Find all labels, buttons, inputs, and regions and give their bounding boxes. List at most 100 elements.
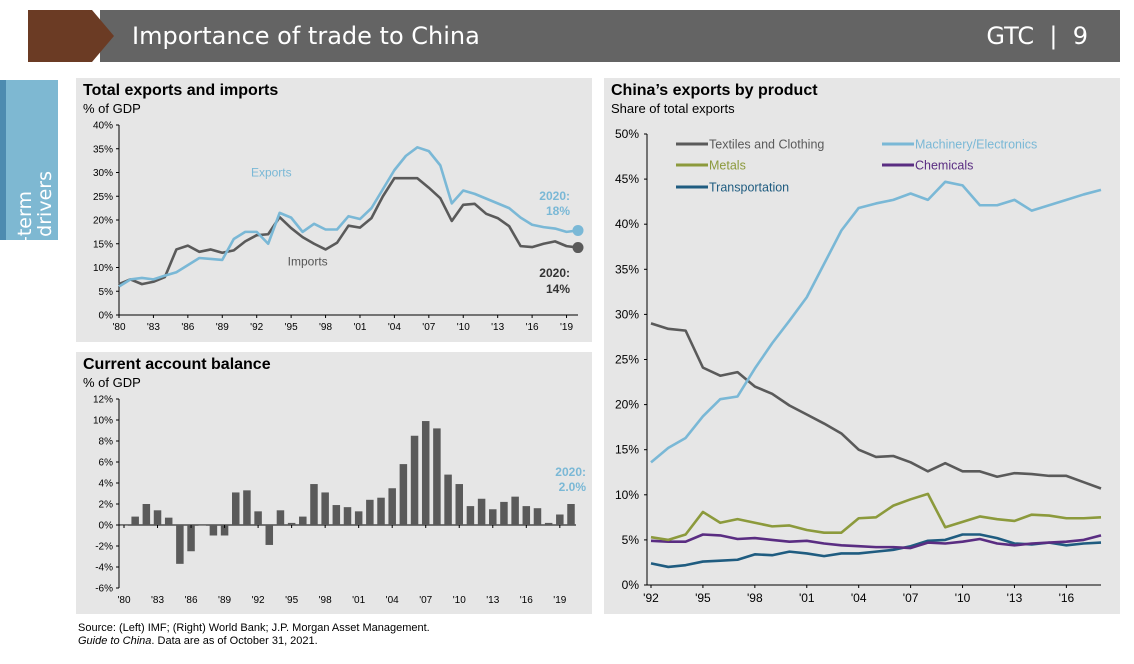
x-tick-label: '13 bbox=[1007, 591, 1023, 605]
y-tick-label: 0% bbox=[622, 578, 640, 592]
bar bbox=[388, 488, 396, 525]
page-title: Importance of trade to China bbox=[132, 22, 480, 50]
y-tick-label: 4% bbox=[99, 479, 114, 490]
metals-line bbox=[650, 492, 1102, 542]
x-tick-label: '04 bbox=[851, 591, 867, 605]
bar bbox=[455, 484, 463, 525]
bar bbox=[522, 506, 531, 525]
bar bbox=[153, 510, 162, 525]
x-tick-label: '83 bbox=[147, 322, 160, 333]
chevron-arrow-icon bbox=[92, 10, 114, 62]
x-tick-label: '98 bbox=[747, 591, 763, 605]
x-tick-label: '80 bbox=[117, 595, 130, 606]
imports-end-label-2: 14% bbox=[546, 282, 570, 296]
side-section-label: Long-term growth drivers bbox=[14, 171, 56, 309]
x-tick-label: '86 bbox=[185, 595, 198, 606]
source-date: . Data are as of October 31, 2021. bbox=[151, 635, 318, 647]
bar bbox=[310, 484, 318, 525]
exports-line bbox=[118, 146, 579, 288]
end-value-label-1: 2020: bbox=[555, 465, 586, 479]
y-tick-label: 25% bbox=[93, 192, 113, 203]
x-tick-label: '19 bbox=[553, 595, 566, 606]
header-bar: Importance of trade to China GTC | 9 bbox=[0, 0, 1134, 62]
x-tick-label: '07 bbox=[419, 595, 432, 606]
bar bbox=[243, 490, 251, 525]
bar bbox=[265, 525, 274, 545]
transportation-line bbox=[650, 533, 1102, 569]
textiles-line bbox=[650, 322, 1102, 490]
exports-end-label-1: 2020: bbox=[539, 189, 570, 203]
bar bbox=[377, 497, 385, 525]
y-tick-label: 50% bbox=[615, 127, 639, 141]
y-tick-label: 2% bbox=[99, 500, 114, 511]
exports-imports-chart: 0% 5% 10% 15% 20% 25% 30% 35% 40% '80 '83 '86 '89 '92… bbox=[93, 121, 584, 333]
chart-subtitle: Share of total exports bbox=[611, 101, 735, 116]
bar bbox=[477, 498, 486, 525]
y-tick-label: 12% bbox=[93, 395, 113, 406]
y-tick-label: 10% bbox=[93, 263, 113, 274]
chart-title: China’s exports by product bbox=[611, 82, 818, 99]
y-tick-label: 45% bbox=[615, 172, 639, 186]
source-publication: Guide to China bbox=[78, 635, 152, 647]
exports-imports-panel: Total exports and imports % of GDP 0% 5% 1… bbox=[76, 78, 592, 342]
x-tick-label: '07 bbox=[422, 322, 435, 333]
bar bbox=[466, 506, 475, 525]
legend-label: Machinery/Electronics bbox=[915, 138, 1037, 152]
chemicals-line bbox=[650, 533, 1102, 550]
y-tick-label: -2% bbox=[95, 542, 113, 553]
side-label-line-1: Long-term bbox=[14, 191, 36, 289]
imports-line bbox=[118, 176, 579, 286]
x-tick-label: '16 bbox=[526, 322, 539, 333]
y-tick-label: 25% bbox=[615, 353, 639, 367]
x-tick-label: '86 bbox=[181, 322, 194, 333]
x-tick-label: '10 bbox=[457, 322, 470, 333]
x-tick-label: '07 bbox=[903, 591, 919, 605]
y-tick-label: 8% bbox=[99, 437, 114, 448]
imports-line-end-point bbox=[572, 242, 584, 254]
y-tick-label: 35% bbox=[615, 262, 639, 276]
exports-label: Exports bbox=[251, 166, 292, 180]
exports-line-end-point bbox=[572, 224, 584, 236]
y-tick-label: 0% bbox=[99, 521, 114, 532]
bar bbox=[421, 421, 430, 525]
x-tick-label: '95 bbox=[695, 591, 711, 605]
bar bbox=[276, 510, 285, 525]
y-tick-label: 10% bbox=[93, 416, 113, 427]
bar bbox=[567, 504, 575, 525]
bar bbox=[209, 525, 218, 536]
x-tick-label: '10 bbox=[955, 591, 971, 605]
bar bbox=[410, 435, 419, 525]
x-tick-label: '13 bbox=[486, 595, 499, 606]
legend-label: Chemicals bbox=[915, 159, 973, 173]
bar bbox=[332, 505, 341, 525]
current-account-chart: -6% -4% -2% 0% 2% 4% 6% 8% 10% 12% '80 '83 '86 '89 '92… bbox=[93, 395, 587, 607]
bar bbox=[131, 516, 139, 525]
bar bbox=[533, 508, 542, 525]
bar bbox=[544, 522, 553, 525]
y-tick-label: 5% bbox=[99, 287, 114, 298]
bar bbox=[232, 492, 240, 525]
x-tick-label: '92 bbox=[250, 322, 263, 333]
x-tick-label: '95 bbox=[285, 322, 298, 333]
x-tick-label: '19 bbox=[560, 322, 573, 333]
imports-label: Imports bbox=[288, 254, 328, 268]
exports-by-product-chart: 0% 5% 10% 15% 20% 25% 30% 35% 40% 45% 50% '92 '95 '98… bbox=[615, 127, 1102, 605]
source-note: Source: (Left) IMF; (Right) World Bank; … bbox=[78, 622, 430, 648]
end-value-label-2: 2.0% bbox=[559, 480, 587, 494]
bar bbox=[556, 514, 564, 525]
y-tick-label: 20% bbox=[93, 216, 113, 227]
brand-tab bbox=[28, 10, 92, 62]
imports-end-label-1: 2020: bbox=[539, 266, 570, 280]
x-tick-label: '80 bbox=[112, 322, 125, 333]
chart-title: Current account balance bbox=[83, 356, 271, 373]
legend-label: Textiles and Clothing bbox=[709, 138, 824, 152]
bar bbox=[176, 525, 184, 564]
bar bbox=[511, 496, 519, 525]
bar bbox=[299, 516, 307, 525]
chart-title: Total exports and imports bbox=[83, 82, 279, 99]
y-tick-label: 15% bbox=[93, 239, 113, 250]
bar bbox=[399, 464, 408, 525]
x-tick-label: '01 bbox=[352, 595, 365, 606]
y-tick-label: 30% bbox=[93, 168, 113, 179]
bar bbox=[164, 517, 173, 525]
